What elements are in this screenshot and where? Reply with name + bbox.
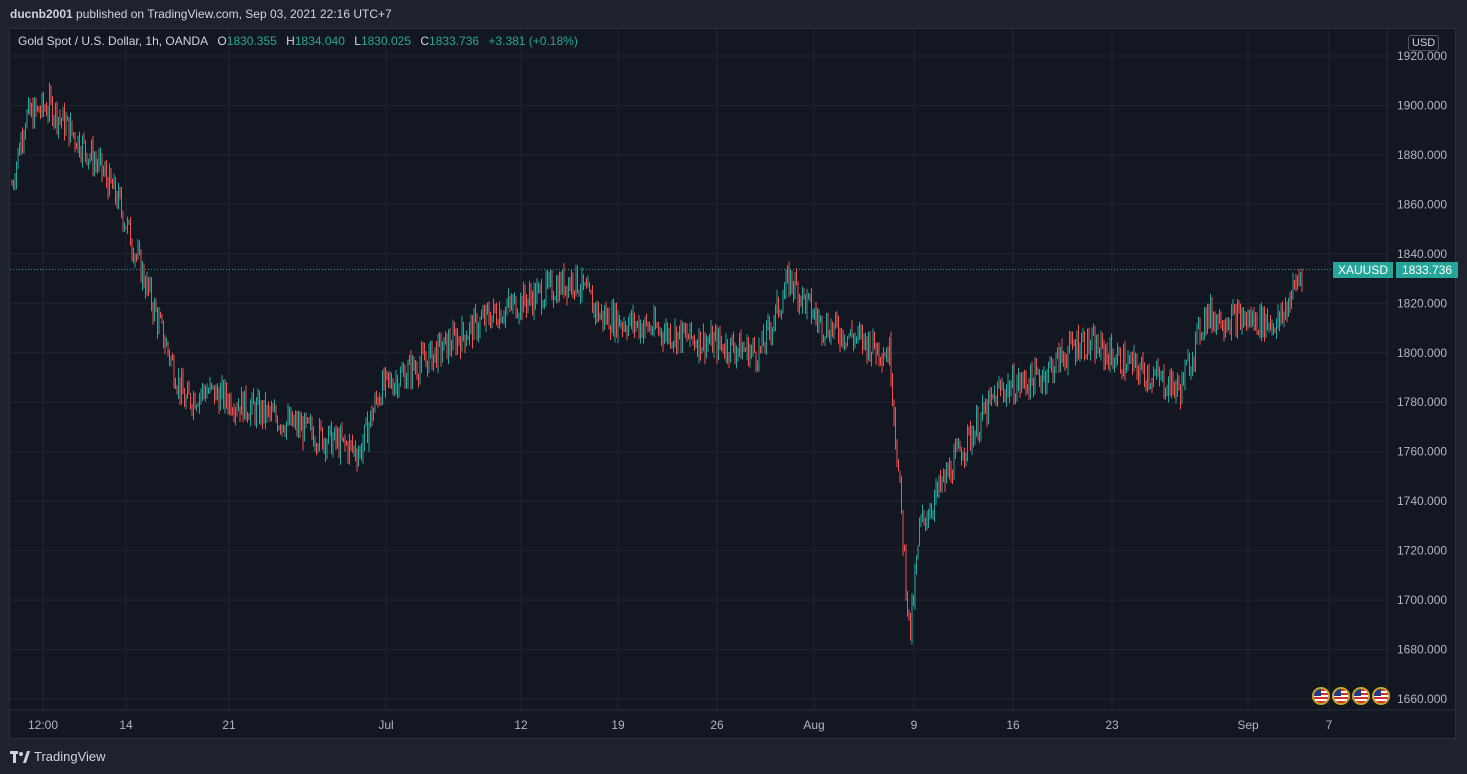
time-axis: 12:00 14 21 Jul 12 19 26 Aug 9 16 23 Sep 7 — [28, 718, 1333, 732]
last-price-value: 1833.736 — [1396, 262, 1459, 278]
time-tick-label: 21 — [222, 718, 236, 732]
time-tick-label: 9 — [911, 718, 918, 732]
price-tick-label: 1740.000 — [1397, 494, 1447, 508]
high-label: H — [286, 34, 295, 48]
symbol-name: Gold Spot / U.S. Dollar, 1h, OANDA — [18, 34, 209, 48]
symbol-legend[interactable]: Gold Spot / U.S. Dollar, 1h, OANDA O1830… — [18, 34, 584, 48]
time-tick-label: Aug — [803, 718, 824, 732]
time-tick-label: Sep — [1237, 718, 1259, 732]
chart-grid — [10, 29, 1387, 710]
chart-pane[interactable] — [9, 28, 1456, 739]
candle-series — [11, 82, 1303, 645]
time-tick-label: 16 — [1006, 718, 1020, 732]
economic-events[interactable] — [1312, 687, 1392, 705]
publish-header: ducnb2001 published on TradingView.com, … — [0, 0, 1467, 28]
time-tick-label: 12:00 — [28, 718, 58, 732]
price-tick-label: 1860.000 — [1397, 197, 1447, 211]
low-label: L — [354, 34, 361, 48]
low-value: 1830.025 — [360, 34, 411, 48]
time-tick-label: 23 — [1105, 718, 1119, 732]
open-value: 1830.355 — [226, 34, 277, 48]
price-axis: 1920.000 1900.000 1880.000 1860.000 1840.000… — [1397, 49, 1447, 706]
us-flag-event-icon[interactable] — [1312, 687, 1330, 705]
brand-name: TradingView — [34, 749, 106, 764]
change-value: +3.381 (+0.18%) — [488, 34, 578, 48]
price-tick-label: 1720.000 — [1397, 544, 1447, 558]
publish-info: published on TradingView.com, Sep 03, 20… — [76, 7, 392, 21]
price-tick-label: 1760.000 — [1397, 445, 1447, 459]
last-price-tag: XAUUSD 1833.736 — [1333, 262, 1459, 278]
time-tick-label: 12 — [514, 718, 528, 732]
us-flag-event-icon[interactable] — [1372, 687, 1390, 705]
price-tick-label: 1680.000 — [1397, 643, 1447, 657]
price-tick-label: 1700.000 — [1397, 593, 1447, 607]
time-tick-label: Jul — [378, 718, 393, 732]
us-flag-event-icon[interactable] — [1352, 687, 1370, 705]
time-tick-label: 14 — [119, 718, 133, 732]
price-tick-label: 1820.000 — [1397, 296, 1447, 310]
time-tick-label: 7 — [1326, 718, 1333, 732]
footer: TradingView — [0, 740, 1467, 774]
close-label: C — [420, 34, 430, 48]
time-tick-label: 19 — [611, 718, 625, 732]
us-flag-event-icon[interactable] — [1332, 687, 1350, 705]
open-label: O — [217, 34, 227, 48]
tradingview-logo-icon — [10, 751, 30, 763]
time-tick-label: 26 — [710, 718, 724, 732]
currency-badge[interactable]: USD — [1408, 35, 1440, 51]
author-name[interactable]: ducnb2001 — [10, 7, 73, 21]
price-tick-label: 1880.000 — [1397, 148, 1447, 162]
tradingview-brand[interactable]: TradingView — [10, 740, 106, 774]
price-tick-label: 1840.000 — [1397, 247, 1447, 261]
high-value: 1834.040 — [294, 34, 345, 48]
price-tick-label: 1900.000 — [1397, 98, 1447, 112]
price-tick-label: 1660.000 — [1397, 692, 1447, 706]
price-tick-label: 1800.000 — [1397, 346, 1447, 360]
last-price-symbol: XAUUSD — [1333, 262, 1394, 278]
price-tick-label: 1780.000 — [1397, 395, 1447, 409]
price-tick-label: 1920.000 — [1397, 49, 1447, 63]
close-value: 1833.736 — [429, 34, 480, 48]
